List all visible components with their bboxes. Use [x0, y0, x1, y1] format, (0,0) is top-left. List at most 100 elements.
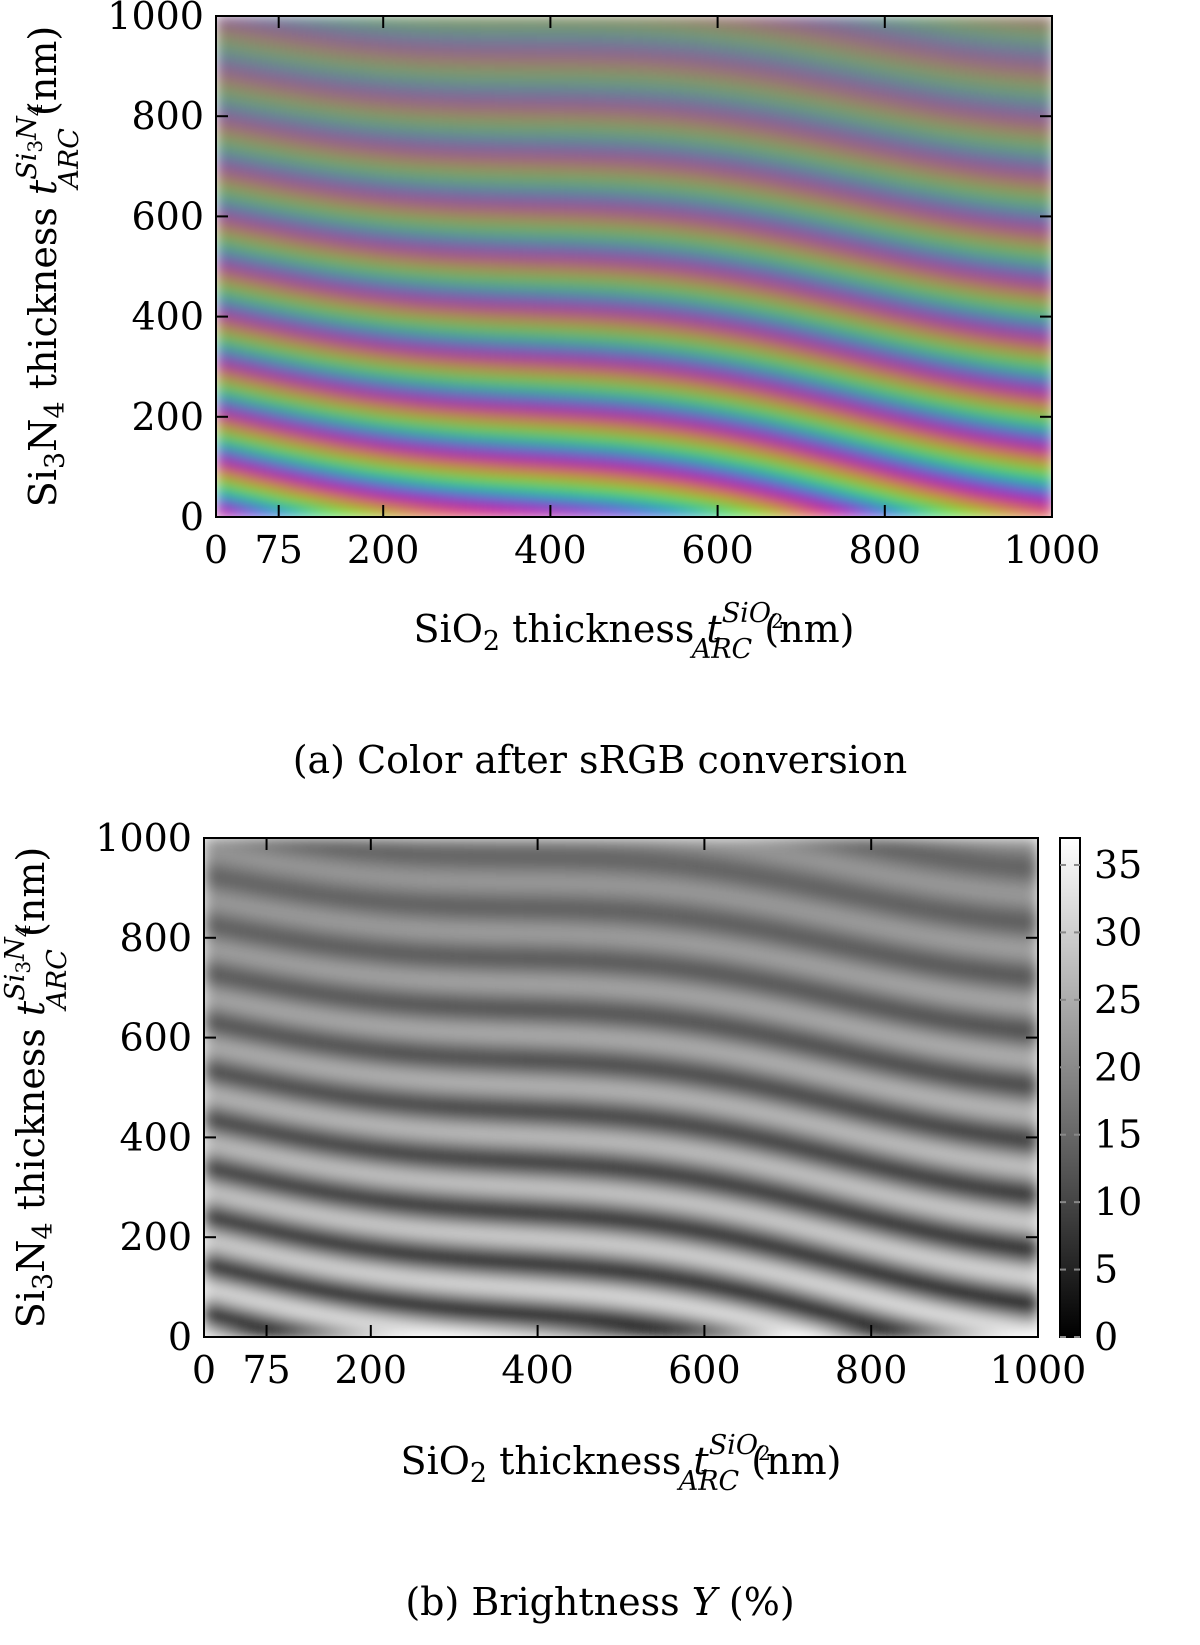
heatmap-cell [620, 326, 635, 338]
heatmap-cell [285, 476, 301, 488]
heatmap-cell [370, 927, 386, 939]
heatmap-cell [425, 286, 440, 298]
heatmap-cell [689, 476, 705, 488]
heatmap-cell [661, 376, 677, 388]
heatmap-cell [829, 186, 844, 197]
heatmap-cell [397, 46, 412, 57]
heatmap-cell [482, 1297, 497, 1308]
heatmap-cell [1038, 66, 1052, 77]
heatmap-cell [870, 36, 886, 47]
heatmap-cell [898, 396, 914, 408]
heatmap-cell [634, 1017, 650, 1029]
heatmap-cell [454, 927, 469, 939]
heatmap-cell [662, 877, 678, 889]
heatmap-cell [301, 1227, 316, 1238]
heatmap-cell [676, 877, 692, 889]
heatmap-cell [536, 146, 551, 157]
heatmap-cell [438, 466, 454, 478]
heatmap-cell [537, 1327, 553, 1337]
heatmap-cell [454, 838, 469, 849]
heatmap-cell [564, 356, 579, 368]
heatmap-cell [537, 1307, 553, 1318]
heatmap-cell [411, 396, 426, 408]
heatmap-cell [287, 977, 302, 989]
heatmap-cell [926, 346, 942, 358]
heatmap-cell [480, 476, 496, 488]
heatmap-cell [285, 256, 301, 268]
heatmap-cell [466, 366, 482, 378]
heatmap-cell [287, 947, 302, 959]
heatmap-cell [341, 156, 356, 167]
heatmap-cell [480, 196, 496, 207]
heatmap-cell [565, 1027, 580, 1039]
heatmap-cell [494, 206, 510, 217]
heatmap-cell [675, 486, 691, 498]
heatmap-cell [438, 276, 454, 288]
heatmap-cell [217, 897, 233, 909]
heatmap-cell [370, 987, 386, 999]
heatmap-cell [689, 96, 705, 107]
heatmap-cell [327, 146, 342, 157]
heatmap-cell [884, 86, 900, 97]
heatmap-cell [732, 857, 747, 869]
heatmap-cell [926, 336, 942, 348]
heatmap-cell [634, 236, 649, 248]
heatmap-cell [565, 907, 580, 919]
heatmap-cell [494, 196, 510, 207]
heatmap-cell [787, 506, 802, 517]
heatmap-cell [370, 907, 386, 919]
heatmap-cell [1024, 376, 1039, 388]
heatmap-cell [773, 66, 788, 77]
heatmap-cell [355, 376, 370, 388]
heatmap-cell [356, 1077, 372, 1089]
heatmap-cell [509, 917, 525, 929]
heatmap-cell [287, 1087, 302, 1099]
heatmap-cell [856, 316, 872, 328]
heatmap-cell [634, 917, 650, 929]
heatmap-cell [550, 256, 565, 268]
heatmap-cell [621, 1247, 636, 1258]
heatmap-cell [745, 316, 760, 328]
heatmap-cell [454, 997, 469, 1009]
heatmap-cell [565, 1227, 580, 1238]
heatmap-cell [438, 486, 454, 498]
heatmap-cell [745, 296, 760, 308]
heatmap-cell [717, 216, 733, 228]
heatmap-cell [452, 476, 468, 488]
heatmap-cell [229, 416, 245, 428]
heatmap-cell [968, 366, 983, 378]
heatmap-cell [690, 857, 705, 869]
heatmap-cell [675, 66, 691, 77]
heatmap-cell [370, 1297, 386, 1308]
heatmap-cell [578, 36, 593, 47]
heatmap-cell [704, 847, 719, 859]
heatmap-cell [940, 136, 956, 147]
heatmap-cell [662, 1037, 678, 1049]
heatmap-cell [426, 1327, 441, 1337]
heatmap-cell [313, 76, 329, 87]
heatmap-cell [661, 66, 677, 77]
heatmap-cell [593, 857, 608, 869]
heatmap-cell [341, 436, 356, 448]
heatmap-cell [689, 16, 705, 27]
heatmap-cell [509, 1217, 525, 1228]
heatmap-cell [718, 857, 733, 869]
heatmap-cell [621, 1137, 636, 1148]
heatmap-cell [550, 66, 565, 77]
heatmap-cell [647, 336, 663, 348]
heatmap-cell [245, 1047, 261, 1059]
heatmap-cell [482, 1207, 497, 1218]
heatmap-cell [578, 176, 593, 187]
heatmap-cell [606, 46, 621, 57]
heatmap-cell [648, 997, 664, 1009]
heatmap-cell [425, 496, 440, 508]
heatmap-cell [829, 476, 844, 488]
heatmap-cell [301, 1117, 316, 1129]
heatmap-cell [356, 1037, 372, 1049]
heatmap-cell [257, 66, 273, 77]
heatmap-cell [996, 416, 1011, 428]
heatmap-cell [356, 1157, 372, 1168]
heatmap-cell [370, 1057, 386, 1069]
heatmap-cell [397, 156, 412, 167]
heatmap-cell [299, 456, 315, 468]
